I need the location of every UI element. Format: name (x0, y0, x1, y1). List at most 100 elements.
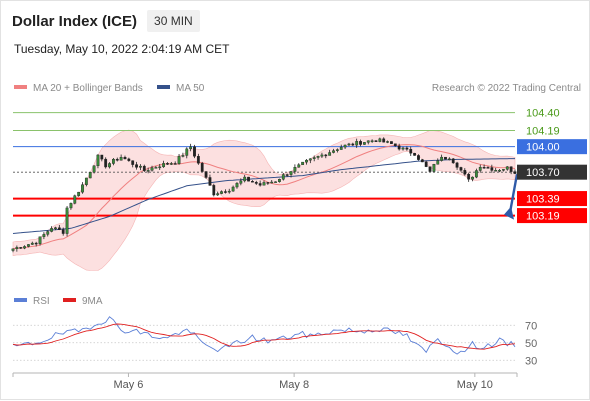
candle (65, 206, 69, 237)
candle-body (38, 236, 42, 244)
candle-body (502, 169, 505, 171)
candle (131, 160, 135, 168)
candle-body (428, 166, 432, 172)
candle (34, 241, 38, 247)
candle (254, 180, 258, 185)
candle-body (212, 185, 216, 196)
candle-body (127, 158, 131, 161)
level-label-104.00: 104.00 (517, 139, 587, 155)
candle (27, 244, 30, 248)
candle-body (266, 182, 270, 184)
candle-body (281, 174, 285, 180)
candle (428, 166, 432, 172)
time-tick-label: May 8 (279, 379, 309, 391)
candle-body (162, 163, 165, 168)
candle (50, 226, 54, 233)
candle (247, 176, 250, 182)
candle (301, 161, 305, 165)
candle (104, 157, 108, 169)
candle (274, 181, 277, 183)
level-label-text: 103.39 (526, 194, 560, 206)
ma50-legend-label: MA 50 (176, 83, 205, 94)
candle-body (420, 159, 424, 163)
candle (478, 164, 482, 173)
candle-body (200, 163, 204, 172)
candle-body (447, 158, 451, 161)
candle-body (262, 182, 266, 186)
candle-body (27, 244, 30, 247)
rsi-legend: RSI 9MA (14, 296, 103, 307)
candle (397, 143, 401, 151)
candle-body (154, 167, 158, 169)
candle-body (359, 141, 362, 145)
candle (73, 194, 77, 205)
candle-body (61, 229, 65, 234)
candle (88, 172, 92, 179)
candle-body (50, 228, 54, 232)
level-label-104.40: 104.40 (526, 108, 560, 120)
candle (100, 154, 104, 162)
candle (262, 180, 266, 186)
candle-body (251, 181, 254, 183)
candle-body (305, 159, 308, 163)
candle-body (73, 195, 77, 204)
candle (216, 191, 220, 196)
candle-body (65, 207, 69, 234)
candle (370, 139, 374, 143)
candle-body (409, 149, 413, 154)
candle (494, 167, 498, 172)
candle-body (216, 193, 220, 196)
candle-body (324, 154, 328, 157)
candle (23, 245, 26, 250)
candle-body (363, 142, 366, 145)
rsi-ma-legend-label: 9MA (82, 296, 103, 307)
level-label-103.39: 103.39 (517, 191, 587, 207)
level-label-text: 104.19 (526, 125, 560, 137)
candle (38, 236, 42, 246)
candle-body (467, 173, 471, 180)
level-label-text: 103.19 (526, 211, 560, 223)
candle-body (123, 157, 127, 160)
level-label-text: 103.70 (526, 167, 560, 179)
time-axis: May 6 May 8 May 10 (12, 372, 518, 391)
candle-body (451, 158, 455, 164)
candle-body (474, 170, 478, 178)
candle-body (285, 174, 289, 176)
candle (235, 182, 239, 189)
candle (189, 143, 193, 152)
time-tick-label: May 6 (113, 379, 143, 391)
level-label-box (517, 208, 587, 224)
candle (135, 161, 138, 170)
candle-body (301, 161, 305, 165)
time-tick-label: May 10 (457, 379, 493, 391)
candle (343, 144, 347, 149)
candle (285, 173, 289, 177)
candle (154, 166, 158, 169)
candle (328, 149, 332, 156)
candle-body (486, 167, 490, 169)
candle-body (173, 163, 177, 165)
candle-body (84, 177, 88, 185)
candle-body (366, 140, 370, 143)
ma20-line (12, 144, 516, 250)
candle (127, 157, 131, 162)
candle (451, 158, 455, 164)
forecast-arrow-head (504, 206, 514, 220)
rsi-tick-label: 70 (525, 320, 537, 332)
candle-body (335, 149, 339, 151)
forecast-arrow-line (508, 173, 519, 213)
rsi-tick-label: 30 (525, 355, 537, 367)
level-label-box (517, 191, 587, 207)
level-label-text: 104.00 (526, 142, 560, 154)
candle (444, 156, 447, 160)
candle-body (370, 140, 374, 142)
candle (69, 202, 73, 210)
candle-body (482, 167, 486, 169)
rsi-legend-swatch (14, 298, 27, 302)
candle-body (312, 157, 316, 159)
interval-badge[interactable]: 30 MIN (147, 10, 200, 32)
candle (185, 147, 189, 159)
candle (363, 142, 366, 145)
candle (166, 162, 169, 166)
